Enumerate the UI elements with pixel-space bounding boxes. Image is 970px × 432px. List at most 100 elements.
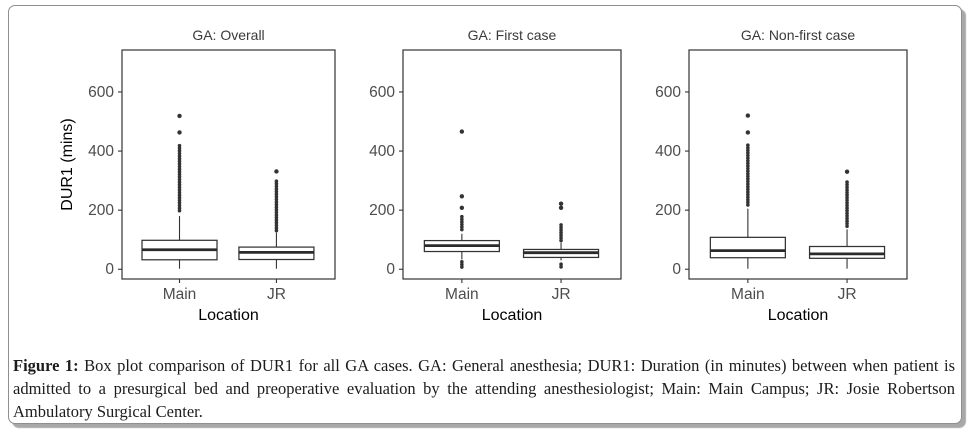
outlier-point	[177, 169, 182, 174]
x-axis-tick-label: JR	[552, 286, 571, 303]
outlier-point	[845, 206, 849, 210]
outlier-point	[746, 158, 750, 163]
outlier-point	[274, 223, 279, 228]
outlier-point	[177, 130, 182, 135]
outlier-point	[177, 146, 182, 151]
outlier-point	[177, 208, 182, 213]
outlier-point	[274, 215, 279, 220]
outlier-point	[845, 185, 849, 190]
outlier-point	[274, 197, 279, 202]
outlier-point	[558, 201, 564, 206]
x-axis-title: Location	[198, 307, 259, 324]
outlier-point	[746, 177, 750, 181]
outlier-point	[460, 214, 464, 219]
panel-border	[402, 49, 622, 280]
outlier-point	[177, 164, 182, 169]
outlier-point	[559, 236, 563, 240]
outlier-point	[274, 200, 279, 204]
outlier-point	[177, 143, 182, 148]
outlier-point	[274, 184, 279, 189]
y-axis-tick-label: 0	[386, 261, 395, 278]
outlier-point	[845, 221, 849, 226]
outlier-point	[177, 172, 182, 177]
y-axis-tick-label: 200	[369, 202, 395, 219]
x-axis-title: Location	[768, 307, 829, 324]
outlier-point	[177, 159, 182, 164]
outlier-point	[559, 238, 563, 243]
outlier-point	[845, 188, 849, 192]
outlier-point	[459, 194, 465, 199]
y-axis-tick-label: 0	[672, 261, 681, 278]
boxplot-main: Main	[141, 113, 218, 303]
outlier-point	[177, 151, 182, 156]
boxplot-main: Main	[423, 129, 500, 303]
y-axis-tick-label: 600	[655, 84, 681, 101]
outlier-point	[460, 220, 464, 224]
outlier-point	[177, 188, 182, 192]
outlier-point	[274, 213, 279, 217]
outlier-point	[177, 162, 182, 166]
outlier-point	[177, 206, 182, 210]
outlier-point	[460, 227, 464, 232]
outlier-point	[177, 113, 182, 119]
outlier-point	[177, 201, 182, 205]
y-axis-tick-label: 400	[369, 143, 395, 160]
outlier-point	[274, 202, 279, 207]
outlier-point	[845, 182, 849, 187]
outlier-point	[845, 195, 849, 200]
outlier-point	[559, 230, 563, 235]
outlier-point	[459, 205, 465, 210]
outlier-point	[559, 233, 563, 238]
y-axis-tick-label: 400	[88, 143, 114, 160]
y-axis-tick-label: 400	[655, 143, 681, 160]
outlier-point	[746, 151, 750, 155]
caption-text: Box plot comparison of DUR1 for all GA c…	[13, 355, 956, 421]
outlier-point	[274, 181, 279, 186]
y-axis-tick-label: 600	[88, 84, 114, 101]
boxplot-jr: JR	[238, 169, 315, 303]
outlier-point	[274, 220, 279, 225]
outlier-point	[845, 180, 849, 184]
outlier-point	[746, 184, 750, 189]
outlier-point	[746, 203, 750, 207]
outlier-point	[460, 222, 464, 227]
outlier-point	[746, 200, 750, 205]
outlier-point	[844, 169, 850, 174]
outlier-point	[559, 228, 563, 232]
outlier-point	[845, 193, 849, 197]
outlier-point	[746, 164, 750, 168]
outlier-point	[746, 190, 750, 194]
outlier-point	[460, 225, 464, 229]
outlier-point	[746, 148, 750, 153]
outlier-point	[746, 192, 750, 197]
outlier-point	[845, 198, 849, 203]
outlier-point	[460, 217, 464, 222]
x-axis-tick-label: Main	[731, 286, 765, 303]
outlier-point	[274, 218, 279, 222]
outlier-point	[460, 262, 464, 267]
outlier-point	[746, 166, 750, 171]
outlier-point	[559, 223, 563, 227]
outlier-point	[746, 161, 750, 166]
panel-border	[121, 49, 336, 280]
outlier-point	[177, 175, 182, 179]
outlier-point	[559, 265, 563, 269]
x-axis-tick-label: Main	[163, 286, 197, 303]
panel-title: GA: First case	[468, 27, 557, 43]
outlier-point	[845, 214, 849, 218]
outlier-point	[746, 171, 750, 176]
outlier-point	[274, 210, 279, 215]
outlier-point	[177, 156, 182, 161]
outlier-point	[274, 189, 279, 194]
outlier-point	[559, 225, 563, 230]
outlier-point	[746, 145, 750, 150]
outlier-point	[274, 179, 279, 183]
outlier-point	[845, 201, 849, 205]
outlier-point	[177, 180, 182, 184]
outlier-point	[177, 182, 182, 187]
x-axis-tick-label: JR	[838, 286, 857, 303]
figure-card	[8, 5, 962, 424]
outlier-point	[845, 208, 849, 213]
outlier-point	[274, 207, 279, 212]
